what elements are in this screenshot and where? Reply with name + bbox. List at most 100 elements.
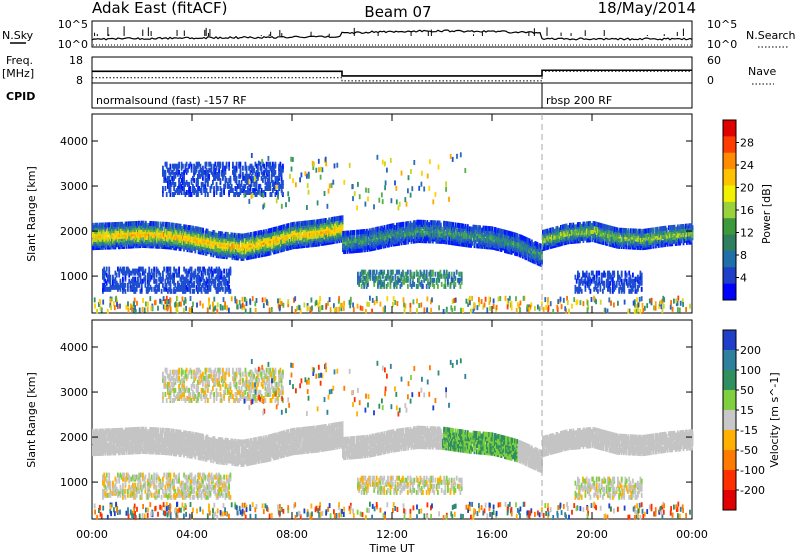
rti-cell — [293, 236, 296, 241]
rti-cell — [258, 230, 261, 236]
rti-cell — [483, 225, 486, 231]
rti-cell — [488, 244, 490, 250]
rti-cell — [212, 230, 215, 235]
rti-cell — [362, 229, 365, 235]
rti-cell — [177, 223, 180, 229]
rti-cell — [348, 232, 351, 238]
rti-cell — [367, 230, 370, 236]
rti-cell — [230, 244, 233, 250]
rti-cell — [409, 220, 412, 226]
rti-cell — [502, 241, 505, 247]
rti-cell — [505, 230, 507, 235]
cpid-segment-label: normalsound (fast) -157 RF — [96, 94, 247, 107]
rti-cell — [138, 237, 140, 242]
rti-cell — [546, 234, 549, 240]
rti-cell — [268, 232, 271, 238]
rti-cell — [552, 233, 554, 239]
rti-cell — [564, 223, 567, 229]
rti-cell — [257, 236, 260, 242]
rti-cell — [252, 231, 255, 237]
rti-cell — [549, 227, 552, 233]
rti-cell — [532, 242, 534, 248]
rti-cell — [532, 258, 534, 264]
rti-cell — [139, 272, 142, 278]
rti-cell — [128, 243, 130, 249]
rti-cell — [119, 221, 121, 227]
rti-cell — [279, 239, 282, 245]
rti-cell — [169, 238, 172, 244]
rti-cell — [241, 233, 244, 239]
rti-cell — [423, 232, 425, 238]
rti-cell — [391, 223, 394, 229]
rti-cell — [246, 243, 248, 248]
rti-cell — [214, 232, 217, 238]
rti-cell — [527, 256, 530, 262]
rti-cell — [119, 228, 121, 233]
rti-cell — [452, 222, 454, 228]
rti-cell — [545, 233, 548, 238]
rti-cell — [322, 218, 325, 224]
rti-cell — [296, 233, 299, 239]
rti-cell — [327, 225, 329, 231]
rti-cell — [493, 231, 496, 236]
rti-cell — [185, 244, 188, 250]
rti-cell — [412, 224, 415, 230]
rti-cell — [105, 222, 108, 228]
rti-cell — [146, 243, 148, 249]
rti-cell — [246, 232, 248, 238]
rti-cell — [397, 232, 399, 238]
rti-cell — [523, 236, 525, 241]
rti-cell — [491, 226, 494, 232]
rti-cell — [259, 230, 262, 236]
nave-label: Nave — [748, 65, 776, 78]
rti-cell — [416, 219, 418, 225]
rti-cell — [157, 221, 159, 227]
rti-cell — [554, 228, 557, 234]
rti-cell — [355, 248, 358, 253]
rti-cell — [407, 221, 409, 227]
rti-cell — [165, 236, 167, 242]
rti-cell — [297, 227, 300, 233]
rti-cell — [383, 241, 386, 247]
rti-cell — [484, 225, 487, 231]
rti-cell — [516, 241, 519, 247]
rti-cell — [198, 227, 201, 233]
rti-cell — [250, 232, 253, 237]
rti-cell — [412, 238, 415, 244]
rti-cell — [392, 269, 394, 275]
rti-cell — [332, 237, 335, 242]
rti-cell — [500, 232, 503, 238]
rti-cell — [540, 251, 542, 257]
rti-cell — [463, 231, 466, 237]
rti-cell — [355, 229, 358, 235]
rti-cell — [261, 231, 264, 237]
rti-cell — [506, 230, 509, 236]
rti-cell — [104, 232, 107, 238]
rti-cell — [232, 234, 235, 240]
rti-cell — [288, 233, 291, 238]
rti-cell — [472, 232, 475, 238]
rti-cell — [120, 242, 122, 248]
rti-cell — [360, 247, 362, 253]
rti-cell — [303, 224, 306, 230]
rti-cell — [318, 219, 320, 225]
rti-cell — [268, 236, 271, 242]
rti-cell — [331, 216, 334, 222]
rti-cell — [142, 243, 145, 248]
rti-cell — [105, 232, 108, 238]
rti-cell — [394, 233, 397, 238]
rti-cell — [527, 238, 530, 243]
rti-cell — [420, 219, 423, 225]
rti-cell — [528, 246, 531, 252]
rti-cell — [297, 221, 300, 227]
rti-cell — [137, 220, 139, 226]
rti-cell — [203, 234, 206, 240]
nsky-label: N.Sky — [2, 29, 34, 42]
rti-cell — [407, 275, 409, 281]
rti-cell — [446, 221, 449, 227]
rti-cell — [130, 239, 133, 245]
cpid-segment-label: rbsp 200 RF — [546, 94, 612, 107]
rti-cell — [230, 240, 233, 246]
rti-cell — [333, 216, 336, 222]
